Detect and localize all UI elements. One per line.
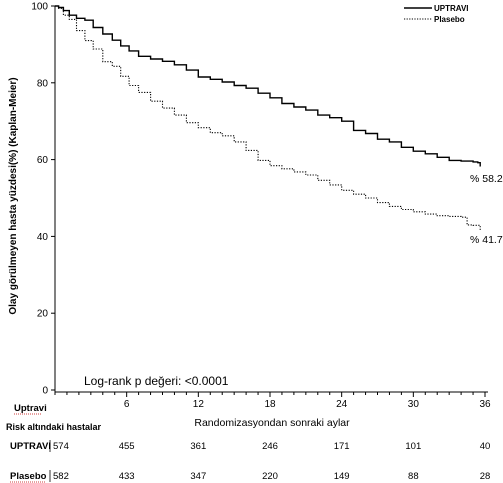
risk-row-label-uptravi: UPTRAVI	[10, 441, 51, 452]
risk-uptravi-header: Uptravi	[14, 403, 47, 414]
risk-table-title: Risk altındaki hastalar	[6, 422, 102, 432]
risk-value-uptravi-12: 361	[190, 441, 206, 452]
risk-value-plasebo-24: 149	[334, 471, 350, 482]
risk-value-plasebo-36: 28	[480, 471, 491, 482]
risk-row-label-plasebo: Plasebo	[10, 471, 47, 482]
risk-value-uptravi-30: 101	[405, 441, 421, 452]
risk-table: Uptravi Risk altındaki hastalar UPTRAVI …	[6, 403, 490, 483]
axes: 0 20 40 60 80 100 6 12 18 24 30 36	[31, 2, 491, 411]
y-tick-label-100: 100	[31, 2, 48, 13]
x-tick-label-36: 36	[479, 399, 491, 410]
risk-value-plasebo-0: 582	[53, 471, 69, 482]
risk-value-uptravi-36: 40	[480, 441, 491, 452]
end-label-uptravi: % 58.2	[470, 173, 503, 185]
series-layer	[55, 5, 481, 230]
legend-label-plasebo: Plasebo	[434, 15, 465, 24]
risk-value-plasebo-30: 88	[408, 471, 419, 482]
risk-value-uptravi-6: 455	[119, 441, 135, 452]
end-label-plasebo: % 41.7	[470, 234, 503, 246]
risk-value-plasebo-6: 433	[119, 471, 135, 482]
risk-value-uptravi-18: 246	[262, 441, 278, 452]
y-axis-label: Olay görülmeyen hasta yüzdesi(%) (Kaplan…	[8, 77, 19, 314]
legend-label-uptravi: UPTRAVI	[434, 4, 469, 13]
x-tick-label-30: 30	[408, 399, 420, 410]
x-axis-label: Randomizasyondan sonraki aylar	[194, 417, 350, 429]
x-tick-label-12: 12	[193, 399, 205, 410]
y-tick-label-20: 20	[37, 309, 49, 320]
series-line-uptravi	[55, 5, 481, 167]
x-tick-label-18: 18	[264, 399, 276, 410]
y-tick-label-40: 40	[37, 232, 49, 243]
risk-value-plasebo-18: 220	[262, 471, 278, 482]
y-tick-label-80: 80	[37, 78, 49, 89]
risk-values: 574 455 361 246 171 101 40 582 433 347 220 149 88 28	[53, 441, 490, 482]
risk-value-uptravi-24: 171	[334, 441, 350, 452]
x-tick-label-6: 6	[124, 399, 130, 410]
y-tick-label-0: 0	[42, 386, 48, 397]
series-line-plasebo	[55, 5, 481, 230]
risk-value-plasebo-12: 347	[190, 471, 206, 482]
legend: UPTRAVI Plasebo	[404, 4, 469, 24]
x-tick-label-24: 24	[336, 399, 348, 410]
risk-value-uptravi-0: 574	[53, 441, 69, 452]
log-rank-annotation: Log-rank p değeri: <0.0001	[84, 374, 229, 388]
y-tick-label-60: 60	[37, 155, 49, 166]
